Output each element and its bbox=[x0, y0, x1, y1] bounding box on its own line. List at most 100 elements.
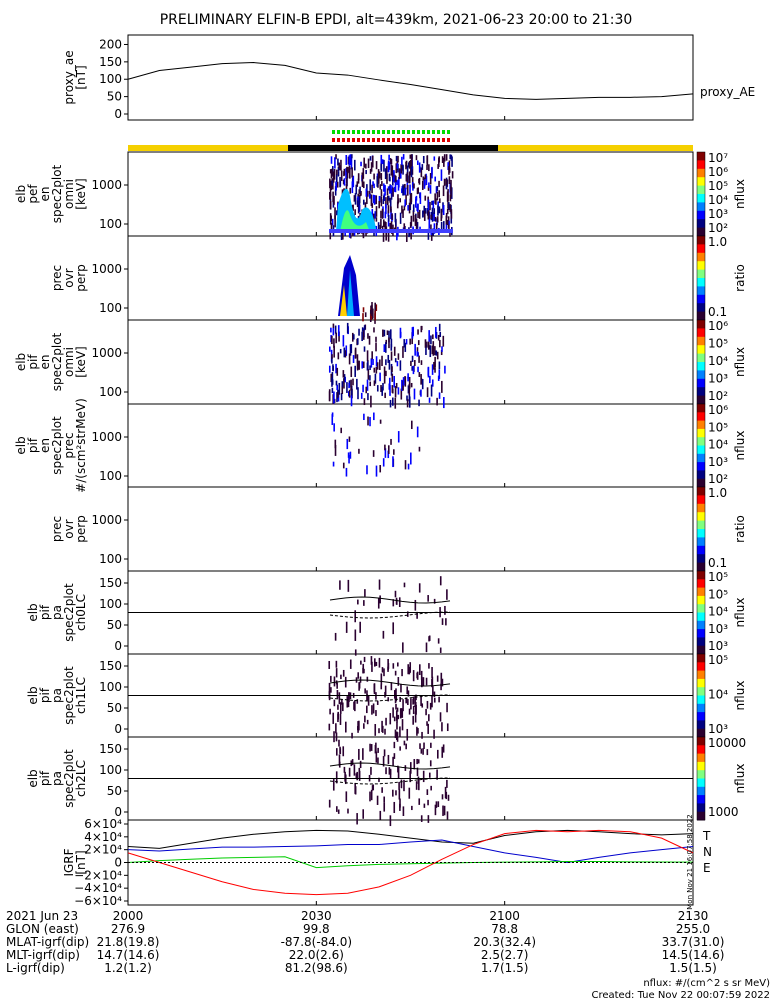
spectrogram-pixel bbox=[388, 330, 390, 343]
spectrogram-pixel bbox=[346, 438, 349, 450]
spectrogram-pixel bbox=[382, 382, 384, 391]
colorbar-segment bbox=[697, 445, 705, 455]
pitch-angle-pixel bbox=[366, 705, 368, 714]
spectrogram-pixel bbox=[442, 335, 445, 347]
spectrogram-pixel bbox=[369, 381, 372, 387]
pitch-angle-pixel bbox=[341, 699, 343, 705]
spectrogram-pixel bbox=[330, 156, 333, 164]
spectrogram-pixel bbox=[345, 168, 347, 179]
spectrogram-pixel bbox=[435, 186, 438, 194]
spectrogram-pixel bbox=[371, 351, 373, 360]
spectrogram-pixel bbox=[373, 173, 375, 180]
pitch-angle-pixel bbox=[403, 740, 406, 746]
pitch-angle-pixel bbox=[446, 779, 448, 788]
colorbar-segment bbox=[697, 168, 705, 178]
spectrogram-pixel bbox=[414, 215, 417, 226]
spectrogram-pixel bbox=[345, 467, 348, 477]
spectrogram-pixel bbox=[376, 362, 379, 370]
pitch-angle-pixel bbox=[444, 605, 446, 615]
pitch-angle-pixel bbox=[416, 758, 418, 765]
spectrogram-pixel bbox=[343, 378, 345, 384]
spectrogram-pixel bbox=[365, 188, 368, 197]
y-tick-label: 0 bbox=[114, 639, 122, 653]
spectrogram-pixel bbox=[365, 170, 367, 175]
colorbar-segment bbox=[697, 152, 705, 161]
spectrogram-pixel bbox=[333, 169, 336, 180]
pitch-angle-pixel bbox=[436, 769, 438, 780]
ephemeris-value: 1.2(1.2) bbox=[104, 961, 152, 975]
pitch-angle-pixel bbox=[378, 728, 380, 734]
y-tick-label: 50 bbox=[107, 701, 122, 715]
y-tick-label: 0 bbox=[114, 722, 122, 736]
spectrogram-pixel bbox=[401, 379, 403, 392]
colorbar-segment bbox=[697, 404, 705, 413]
spectrogram-pixel bbox=[373, 213, 375, 224]
spectrogram-pixel bbox=[329, 178, 331, 189]
science-zone-marker bbox=[362, 130, 365, 134]
spectrogram-pixel bbox=[401, 188, 403, 194]
pitch-angle-pixel bbox=[330, 687, 332, 693]
spectrogram-pixel bbox=[449, 230, 451, 237]
colorbar-segment bbox=[697, 378, 705, 388]
spectrogram-pixel bbox=[342, 229, 344, 240]
pitch-angle-pixel bbox=[335, 732, 338, 742]
spectrogram-pixel bbox=[399, 212, 402, 224]
spectrogram-pixel bbox=[380, 154, 383, 164]
spectrogram-pixel bbox=[431, 345, 434, 355]
spectrogram-pixel bbox=[333, 195, 335, 205]
spectrogram-pixel bbox=[343, 374, 346, 381]
spectrogram-pixel bbox=[411, 156, 413, 167]
spectrogram-pixel bbox=[376, 385, 379, 392]
panel-ylabel: pif bbox=[38, 770, 52, 786]
pitch-angle-pixel bbox=[374, 744, 377, 754]
spectrogram-pixel bbox=[380, 196, 382, 203]
pitch-angle-pixel bbox=[431, 666, 433, 679]
panel-ylabel: pif bbox=[26, 437, 40, 453]
panel-ylabel: pif bbox=[38, 687, 52, 703]
spectrogram-pixel bbox=[418, 446, 421, 452]
spectrogram-pixel bbox=[348, 382, 350, 389]
pitch-angle-pixel bbox=[393, 716, 396, 722]
spectrogram-pixel bbox=[437, 201, 439, 207]
spectrogram-pixel bbox=[389, 222, 392, 232]
y-tick-label: 100 bbox=[99, 680, 122, 694]
pitch-angle-pixel bbox=[416, 672, 418, 679]
colorbar-segment bbox=[697, 778, 705, 788]
spectrogram-pixel bbox=[385, 203, 387, 215]
spectrogram-lower-band bbox=[329, 229, 453, 233]
pitch-angle-pixel bbox=[328, 660, 331, 669]
spectrogram-pixel bbox=[427, 186, 430, 191]
pitch-angle-pixel bbox=[439, 576, 442, 586]
pitch-angle-pixel bbox=[409, 770, 411, 783]
science-zone-marker bbox=[372, 138, 375, 142]
spectrogram-pixel bbox=[348, 155, 351, 166]
spectrogram-pixel bbox=[383, 183, 385, 192]
x-tick-label: 2030 bbox=[301, 909, 332, 923]
pitch-angle-pixel bbox=[383, 796, 386, 803]
spectrogram-pixel bbox=[351, 332, 354, 342]
spectrogram-pixel bbox=[438, 190, 441, 198]
spectrogram-pixel bbox=[414, 343, 416, 356]
y-tick-label: 1000 bbox=[91, 262, 122, 276]
spectrogram-pixel bbox=[396, 179, 398, 185]
pitch-angle-pixel bbox=[363, 723, 365, 729]
pitch-angle-pixel bbox=[428, 714, 430, 722]
pitch-angle-pixel bbox=[354, 700, 356, 712]
y-tick-label: 1000 bbox=[91, 513, 122, 527]
spectrogram-pixel bbox=[396, 163, 399, 169]
colorbar-segment bbox=[697, 177, 705, 187]
pitch-angle-pixel bbox=[363, 600, 365, 606]
spectrogram-pixel bbox=[381, 181, 383, 187]
colorbar-segment bbox=[697, 227, 705, 237]
spectrogram-pixel bbox=[333, 338, 335, 348]
spectrogram-pixel bbox=[418, 209, 421, 219]
colorbar-segment bbox=[697, 370, 705, 380]
spectrogram-pixel bbox=[389, 199, 392, 211]
colorbar-tick-label: 10³ bbox=[708, 207, 728, 221]
spectrogram-pixel bbox=[362, 228, 365, 239]
science-zone-marker bbox=[407, 130, 410, 134]
spectrogram-pixel bbox=[396, 201, 399, 209]
spectrogram-pixel bbox=[420, 360, 423, 365]
spectrogram-pixel bbox=[390, 338, 393, 348]
pitch-angle-pixel bbox=[444, 786, 447, 799]
